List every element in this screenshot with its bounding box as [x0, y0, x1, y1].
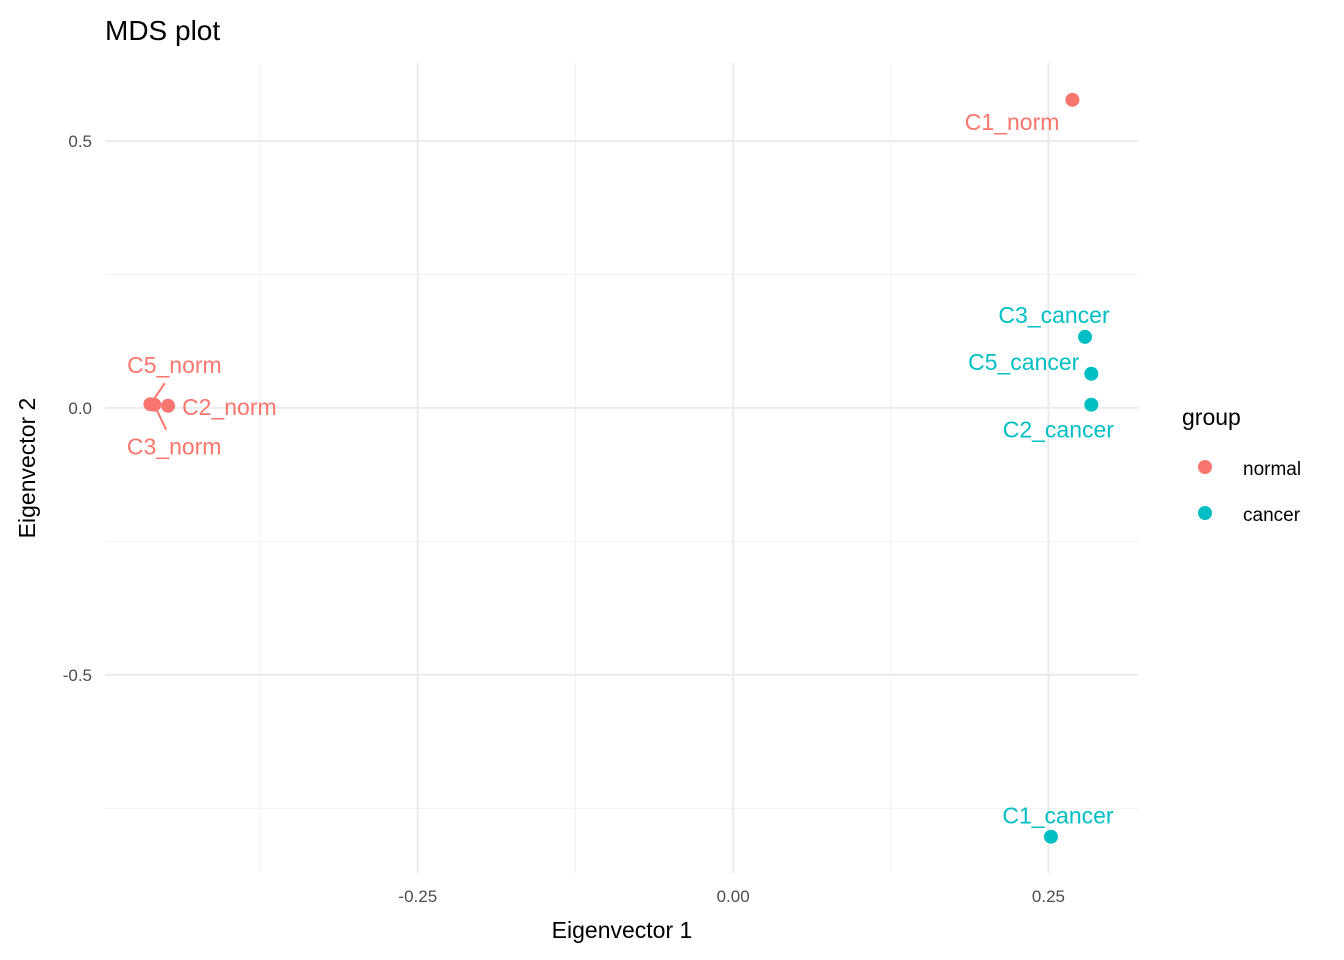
point-label-C1_norm: C1_norm: [965, 109, 1060, 135]
point-C5_cancer: [1084, 366, 1099, 381]
legend-label-normal: normal: [1243, 459, 1301, 480]
point-label-C2_cancer: C2_cancer: [1003, 417, 1115, 443]
x-axis-label: Eigenvector 1: [552, 917, 693, 943]
x-tick-label: -0.25: [398, 887, 437, 906]
legend-key-normal: [1198, 460, 1212, 474]
grid: [105, 63, 1138, 873]
point-C3_norm: [147, 397, 162, 412]
x-tick-label: 0.00: [717, 887, 750, 906]
point-label-C3_norm: C3_norm: [127, 434, 222, 460]
point-label-C5_norm: C5_norm: [127, 352, 222, 378]
legend: group normal cancer: [1182, 404, 1301, 526]
point-C2_norm: [161, 398, 176, 413]
chart-title: MDS plot: [105, 15, 220, 46]
data-points: C1_norm C5_norm C3_norm C2_norm C3_cancer C5_…: [127, 92, 1115, 844]
legend-label-cancer: cancer: [1243, 505, 1301, 526]
y-tick-label: 0.0: [68, 399, 92, 418]
x-tick-label: 0.25: [1032, 887, 1065, 906]
y-tick-label: -0.5: [63, 666, 92, 685]
legend-title: group: [1182, 404, 1241, 430]
y-axis-label: Eigenvector 2: [14, 398, 40, 539]
y-tick-label: 0.5: [68, 132, 92, 151]
point-C3_cancer: [1078, 329, 1093, 344]
point-label-C5_cancer: C5_cancer: [968, 349, 1080, 375]
point-C2_cancer: [1084, 397, 1099, 412]
point-label-C3_cancer: C3_cancer: [998, 302, 1110, 328]
legend-key-cancer: [1198, 506, 1212, 520]
point-C1_cancer: [1043, 829, 1058, 844]
point-C1_norm: [1065, 92, 1080, 107]
point-label-C2_norm: C2_norm: [182, 394, 277, 420]
point-label-C1_cancer: C1_cancer: [1002, 803, 1114, 829]
axis-ticks: -0.25 0.00 0.25 0.5 0.0 -0.5: [63, 132, 1065, 906]
